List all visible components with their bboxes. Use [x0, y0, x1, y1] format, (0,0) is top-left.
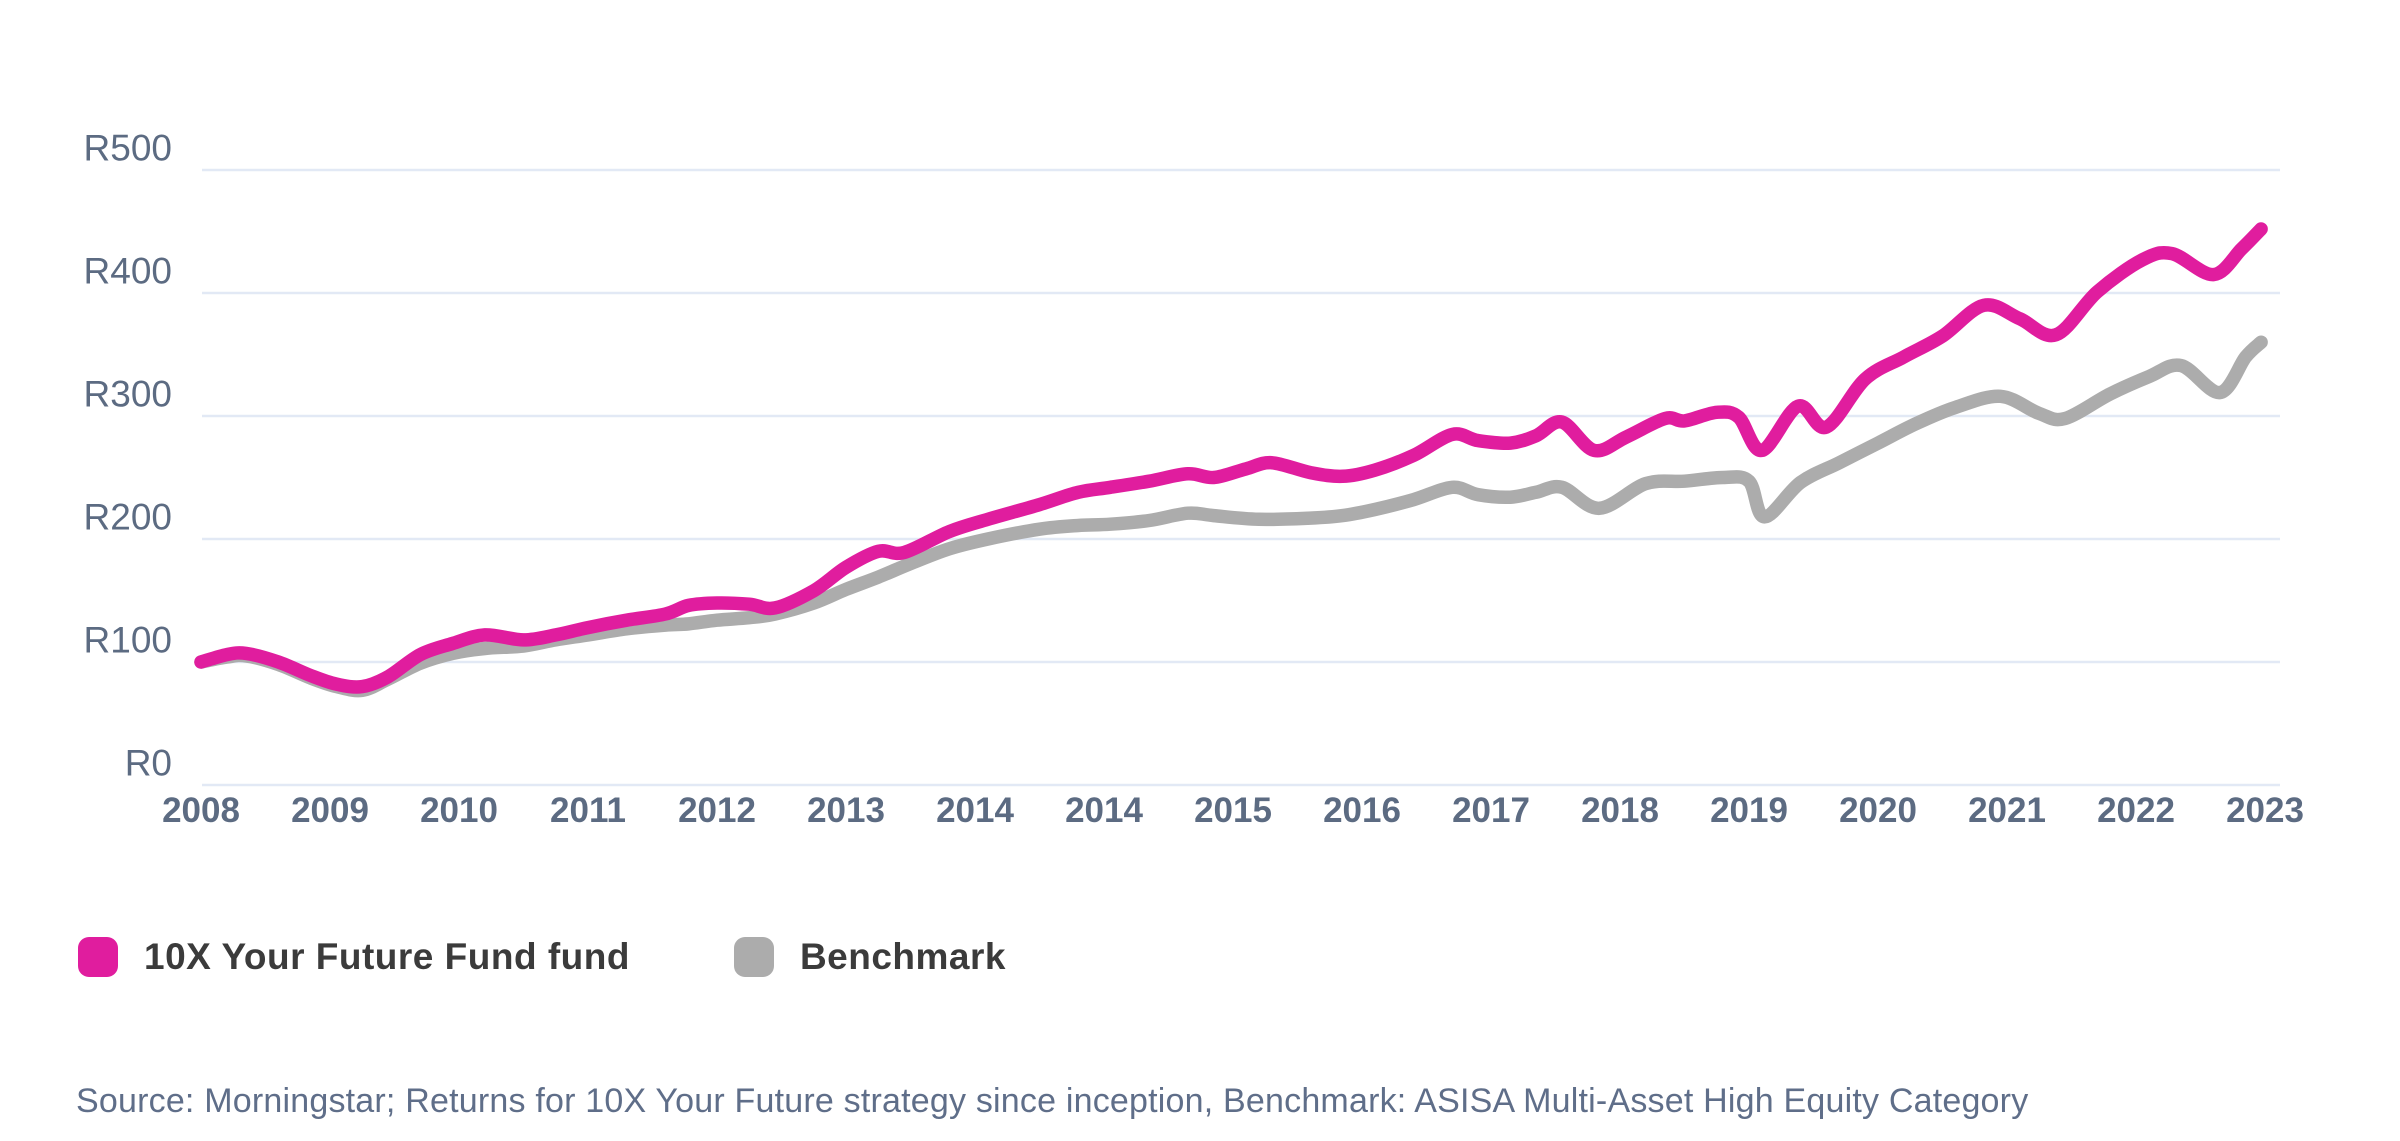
x-axis-tick-label: 2016: [1323, 791, 1401, 830]
legend-item-benchmark: Benchmark: [733, 936, 1006, 978]
y-axis-tick-label: R300: [84, 374, 172, 415]
chart-legend: 10X Your Future Fund fund Benchmark: [78, 936, 1006, 978]
y-axis-tick-label: R100: [84, 620, 172, 661]
x-axis-tick-label: 2010: [420, 791, 498, 830]
legend-item-fund: 10X Your Future Fund fund: [78, 936, 630, 978]
x-axis-tick-label: 2019: [1710, 791, 1788, 830]
x-axis-tick-label: 2017: [1452, 791, 1530, 830]
x-axis-tick-label: 2014: [1065, 791, 1143, 830]
benchmark-legend-swatch-icon: [733, 937, 774, 977]
x-axis-tick-label: 2008: [162, 791, 240, 830]
fund-legend-label: 10X Your Future Fund fund: [144, 936, 630, 977]
x-axis-tick-label: 2013: [807, 791, 885, 830]
x-axis-tick-label: 2012: [678, 791, 756, 830]
x-axis-tick-label: 2009: [291, 791, 369, 830]
y-axis-tick-label: R200: [84, 497, 172, 538]
y-axis-tick-label: R400: [84, 251, 172, 292]
x-axis-tick-label: 2018: [1581, 791, 1659, 830]
x-axis-tick-label: 2022: [2097, 791, 2175, 830]
x-axis-tick-label: 2023: [2226, 791, 2304, 830]
benchmark-legend-label: Benchmark: [799, 936, 1006, 977]
fund-legend-swatch-icon: [78, 937, 118, 977]
y-axis-tick-label: R0: [125, 743, 172, 784]
x-axis-tick-label: 2021: [1968, 791, 2046, 830]
x-axis-tick-label: 2014: [936, 791, 1014, 830]
fund-line: [194, 222, 2268, 694]
benchmark-line: [194, 335, 2268, 698]
x-axis-tick-label: 2011: [550, 791, 626, 830]
x-axis-tick-label: 2020: [1839, 791, 1917, 830]
x-axis-tick-label: 2015: [1194, 791, 1272, 830]
y-axis-tick-label: R500: [84, 128, 172, 169]
source-note: Source: Morningstar; Returns for 10X You…: [76, 1082, 2029, 1120]
